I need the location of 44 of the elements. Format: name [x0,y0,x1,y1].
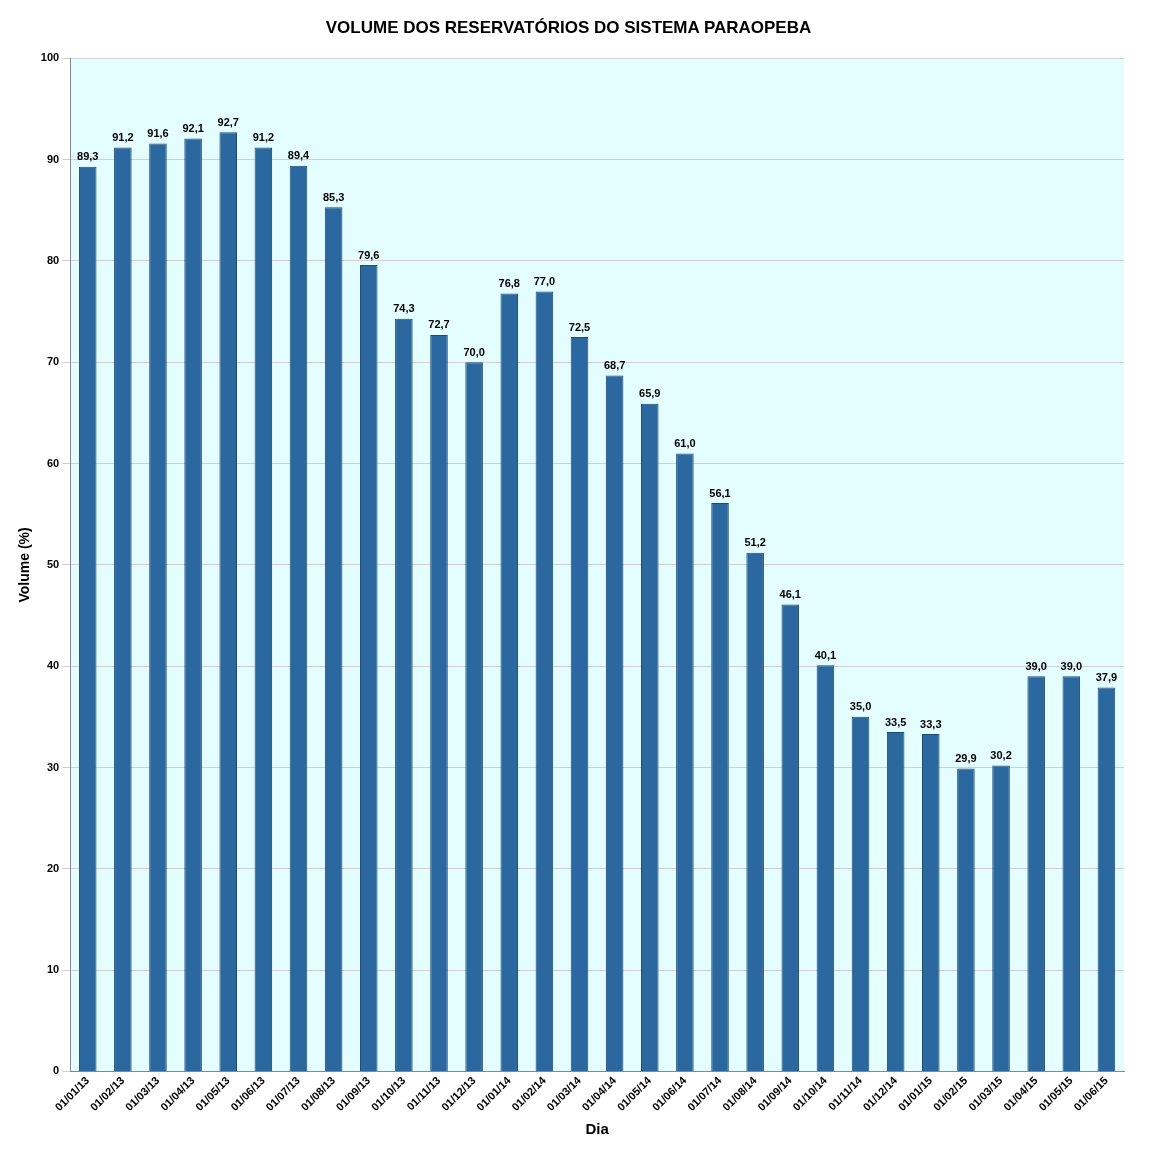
y-tick-label: 0 [53,1064,60,1077]
y-tick-label: 20 [46,861,60,874]
y-tick-label: 70 [46,355,60,368]
data-label: 72,7 [428,318,450,331]
data-label: 39,0 [1060,659,1083,672]
y-tick-label: 60 [46,456,60,469]
y-axis-title: Volume (%) [16,527,33,603]
data-label: 61,0 [674,437,696,449]
data-label: 65,9 [639,387,661,400]
data-label: 68,7 [603,359,626,371]
y-tick-label: 80 [46,254,60,267]
data-label: 39,0 [1025,659,1047,672]
chart-title: VOLUME DOS RESERVATÓRIOS DO SISTEMA PARAOPEBA [325,17,812,37]
y-tick-label: 40 [46,659,60,672]
y-tick-label: 30 [46,760,60,773]
data-label: 92,7 [217,115,239,128]
data-label: 72,5 [568,320,591,333]
y-tick-label: 90 [46,152,60,165]
data-label: 91,2 [112,131,134,144]
y-tick-label: 100 [40,51,60,64]
data-label: 76,8 [498,276,520,289]
data-label: 92,1 [182,121,204,134]
data-label: 85,3 [322,190,345,203]
data-label: 70,0 [463,345,485,358]
data-label: 89,3 [77,150,99,163]
data-label: 46,1 [779,587,801,600]
data-label: 91,2 [252,131,275,144]
y-tick-label: 10 [46,963,60,976]
data-label: 29,9 [955,752,977,765]
data-label: 33,5 [884,715,907,728]
data-label: 89,4 [287,149,311,162]
data-label: 30,2 [990,749,1012,761]
y-tick-label: 50 [46,557,60,570]
data-label: 51,2 [744,536,766,549]
data-label: 74,3 [393,302,415,315]
data-label: 37,9 [1095,671,1118,683]
data-label: 79,6 [358,248,380,261]
data-label: 40,1 [814,648,837,661]
data-label: 77,0 [533,274,556,287]
data-label: 35,0 [849,700,872,713]
data-label: 33,3 [920,717,942,730]
data-label: 91,6 [147,127,169,140]
x-axis-title: Dia [585,1120,610,1138]
data-label: 56,1 [709,486,731,499]
